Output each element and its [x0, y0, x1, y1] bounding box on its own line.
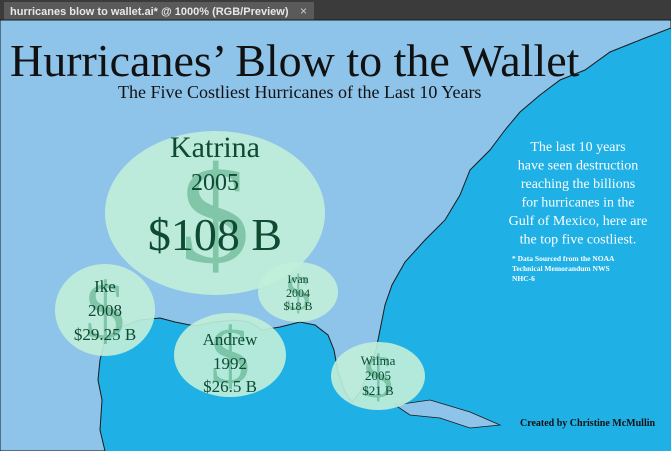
dollar-icon: $ — [85, 268, 125, 356]
hurricane-amount: $18 B — [283, 299, 312, 313]
tab-title: hurricanes blow to wallet.ai* @ 1000% (R… — [10, 6, 289, 18]
credit: Created by Christine McMullin — [520, 418, 656, 429]
side-text-line: have seen destruction — [518, 159, 639, 174]
dollar-icon: $ — [286, 265, 311, 321]
hurricane-bubble: $Ike 2008 $29.25 B — [55, 264, 155, 356]
hurricane-amount: $29.25 B — [74, 325, 136, 344]
dollar-icon: $ — [210, 313, 250, 401]
side-text-line: The last 10 years — [530, 140, 625, 155]
side-text-line: reaching the billions — [521, 177, 635, 192]
hurricane-name: Ike — [94, 277, 116, 296]
subtitle: The Five Costliest Hurricanes of the Las… — [118, 82, 481, 102]
hurricane-year: 2005 — [191, 170, 239, 196]
tab-close[interactable]: × — [300, 4, 307, 18]
hurricane-name: Ivan — [287, 272, 308, 286]
hurricane-amount: $26.5 B — [203, 377, 257, 396]
bubble — [331, 342, 425, 410]
bubble — [105, 131, 325, 295]
hurricane-year: 2008 — [88, 301, 122, 320]
side-text-line: Gulf of Mexico, here are — [509, 214, 648, 229]
hurricane-bubble: $Andrew 1992 $26.5 B — [174, 313, 286, 401]
dollar-icon: $ — [180, 138, 250, 293]
footnote-line: * Data Sourced from the NOAA — [512, 254, 615, 263]
hurricane-year: 2005 — [365, 368, 391, 383]
hurricane-year: 2004 — [286, 286, 310, 300]
hurricane-amount: $108 B — [148, 209, 282, 260]
side-text-line: for hurricanes in the — [521, 196, 634, 211]
hurricane-bubble: $Katrina 2005 $108 B — [105, 131, 325, 295]
hurricane-name: Katrina — [170, 131, 260, 164]
hurricane-amount: $21 B — [362, 383, 394, 398]
tab[interactable] — [4, 2, 314, 20]
footnote-line: Technical Memorandum NWS — [512, 264, 610, 273]
bubble — [174, 313, 286, 397]
hurricane-name: Wilma — [361, 353, 396, 368]
bubble — [258, 262, 338, 322]
island — [393, 399, 502, 429]
side-text-line: the top five costliest. — [520, 233, 637, 248]
footnote-line: NHC-6 — [512, 274, 535, 283]
dollar-icon: $ — [363, 344, 393, 410]
bubble — [55, 264, 155, 356]
hurricane-year: 1992 — [213, 354, 247, 373]
hurricane-name: Andrew — [203, 330, 258, 349]
title: Hurricanes’ Blow to the Wallet — [10, 35, 580, 86]
